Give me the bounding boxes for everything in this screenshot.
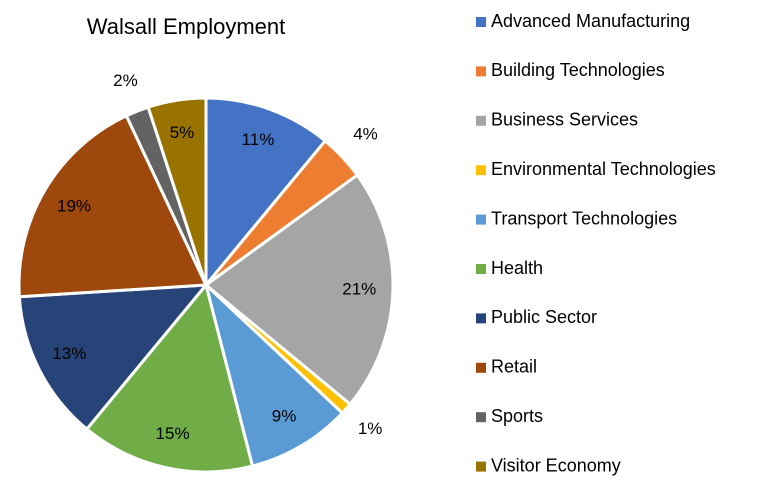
pie-slice (84, 281, 255, 474)
legend-swatch (476, 66, 486, 77)
data-label: 13% (52, 344, 86, 363)
data-label: 2% (113, 71, 138, 90)
data-label: 9% (272, 406, 297, 425)
legend-swatch (476, 412, 486, 423)
pie-slice (203, 280, 345, 468)
legend-label: Health (491, 258, 543, 278)
legend-label: Advanced Manufacturing (491, 11, 690, 31)
pie-slice (17, 113, 209, 299)
legend-swatch (476, 264, 486, 274)
data-label: 5% (170, 123, 195, 142)
legend-swatch (476, 214, 486, 225)
data-label: 15% (156, 424, 190, 443)
chart-title: Walsall Employment (87, 14, 285, 39)
legend-swatch (476, 165, 486, 176)
data-label: 19% (57, 196, 91, 215)
legend-swatch (476, 17, 486, 27)
legend-label: Public Sector (491, 307, 597, 327)
pie-slice (204, 96, 328, 290)
pie-slice (203, 172, 395, 407)
data-label: 4% (353, 125, 378, 144)
pie-slice (146, 96, 208, 286)
data-label: 1% (358, 419, 383, 438)
legend-swatch (476, 313, 486, 324)
legend-swatch (476, 115, 486, 126)
data-label: 21% (342, 279, 376, 298)
legend-swatch (476, 461, 486, 472)
legend-label: Environmental Technologies (491, 159, 716, 179)
legend-label: Transport Technologies (491, 208, 677, 228)
pie-slice (17, 283, 210, 432)
legend-label: Retail (491, 357, 537, 377)
legend-label: Building Technologies (491, 60, 665, 80)
legend-label: Sports (491, 406, 543, 426)
data-label: 11% (242, 130, 275, 149)
legend-label: Visitor Economy (491, 455, 621, 475)
legend-label: Business Services (491, 110, 638, 130)
legend-swatch (476, 362, 486, 373)
